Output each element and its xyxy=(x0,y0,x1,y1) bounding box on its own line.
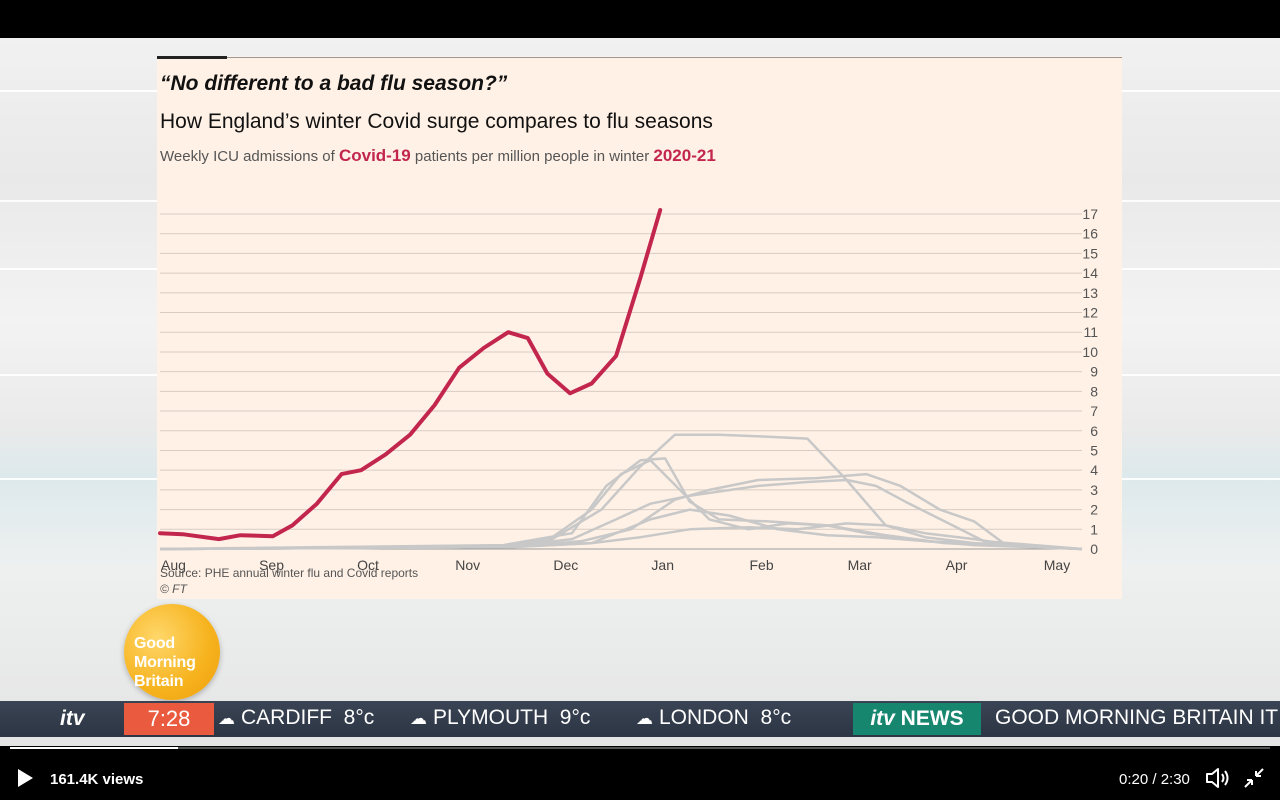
logo-line: Morning xyxy=(134,654,196,671)
y-tick-label: 8 xyxy=(1090,383,1098,399)
chart-top-bar xyxy=(157,56,227,59)
news-ticker: itv 7:28 ☁ CARDIFF 8°c ☁ PLYMOUTH 9°c ☁ LON… xyxy=(0,701,1280,737)
flu-season-line xyxy=(159,508,1083,551)
logo-line: Good xyxy=(134,635,175,652)
progress-bar[interactable] xyxy=(10,747,1270,749)
y-tick-label: 15 xyxy=(1082,245,1098,261)
weather-item: ☁ LONDON 8°c xyxy=(636,706,791,730)
news-badge-label: NEWS xyxy=(900,707,964,730)
weather-city: LONDON xyxy=(659,706,749,729)
x-tick-label: Mar xyxy=(848,557,872,573)
exit-fullscreen-icon[interactable] xyxy=(1243,767,1265,789)
video-frame[interactable]: “No different to a bad flu season?” How … xyxy=(0,38,1280,746)
weather-city: CARDIFF xyxy=(241,706,332,729)
player-controls: 161.4K views 0:20 / 2:30 xyxy=(0,752,1280,800)
ticker-clock: 7:28 xyxy=(124,703,214,735)
chart-description: Weekly ICU admissions of Covid-19 patien… xyxy=(160,146,716,166)
view-count: 161.4K views xyxy=(50,771,144,788)
play-icon[interactable] xyxy=(16,768,34,788)
chart-subtitle: How England’s winter Covid surge compare… xyxy=(160,110,713,133)
y-tick-label: 2 xyxy=(1090,502,1098,518)
description-prefix: Weekly ICU admissions of xyxy=(160,148,339,165)
y-tick-label: 3 xyxy=(1090,482,1098,498)
ticker-scroll-text: GOOD MORNING BRITAIN IT xyxy=(995,706,1279,729)
y-tick-label: 1 xyxy=(1090,521,1098,537)
news-badge-brand: itv xyxy=(870,707,895,730)
itv-news-badge: itv NEWS xyxy=(853,703,981,735)
volume-icon[interactable] xyxy=(1205,766,1231,790)
y-tick-label: 9 xyxy=(1090,364,1098,380)
x-tick-label: May xyxy=(1044,557,1070,573)
flu-season-line xyxy=(159,457,1083,551)
y-tick-label: 14 xyxy=(1082,265,1098,281)
playback-time: 0:20 / 2:30 xyxy=(1119,771,1190,788)
weather-temp: 9°c xyxy=(559,706,591,729)
y-tick-label: 7 xyxy=(1090,403,1098,419)
covid-line xyxy=(158,208,663,542)
x-tick-label: Sep xyxy=(259,557,284,573)
y-tick-label: 13 xyxy=(1082,285,1098,301)
progress-fill xyxy=(10,747,178,749)
weather-item: ☁ PLYMOUTH 9°c xyxy=(410,706,590,730)
chart-source: Source: PHE annual winter flu and Covid … xyxy=(160,566,419,580)
flu-season-line xyxy=(159,472,1083,551)
y-tick-label: 6 xyxy=(1090,423,1098,439)
rain-cloud-icon: ☁ xyxy=(218,709,235,728)
weather-city: PLYMOUTH xyxy=(433,706,549,729)
y-tick-label: 4 xyxy=(1090,462,1098,478)
weather-temp: 8°c xyxy=(343,706,375,729)
x-tick-label: Aug xyxy=(161,557,186,573)
flu-season-line xyxy=(159,478,1083,551)
chart-card: “No different to a bad flu season?” How … xyxy=(157,56,1122,599)
weather-item: ☁ CARDIFF 8°c xyxy=(218,706,374,730)
x-tick-label: Dec xyxy=(553,557,578,573)
itv-logo: itv xyxy=(60,707,85,730)
season-highlight: 2020-21 xyxy=(653,146,716,165)
x-tick-label: Nov xyxy=(455,557,480,573)
x-tick-label: Oct xyxy=(357,557,379,573)
cloud-icon: ☁ xyxy=(636,709,653,728)
y-tick-label: 10 xyxy=(1082,344,1098,360)
weather-temp: 8°c xyxy=(760,706,792,729)
x-tick-label: Jan xyxy=(651,557,674,573)
y-tick-label: 0 xyxy=(1090,541,1098,557)
chart-top-rule xyxy=(227,57,1122,58)
x-tick-label: Feb xyxy=(750,557,774,573)
cloud-icon: ☁ xyxy=(410,709,427,728)
covid-highlight: Covid-19 xyxy=(338,146,411,165)
y-tick-label: 12 xyxy=(1082,305,1098,321)
good-morning-britain-logo: Good Morning Britain xyxy=(124,604,220,700)
y-tick-label: 17 xyxy=(1082,206,1098,222)
chart-credit: © FT xyxy=(160,582,187,596)
logo-line: Britain xyxy=(134,673,184,690)
flu-season-line xyxy=(159,522,1083,551)
y-tick-label: 5 xyxy=(1090,442,1098,458)
chart-title: “No different to a bad flu season?” xyxy=(160,72,508,95)
y-tick-label: 16 xyxy=(1082,226,1098,242)
description-middle: patients per million people in winter xyxy=(410,148,654,165)
y-tick-label: 11 xyxy=(1083,324,1098,340)
x-tick-label: Apr xyxy=(946,557,968,573)
